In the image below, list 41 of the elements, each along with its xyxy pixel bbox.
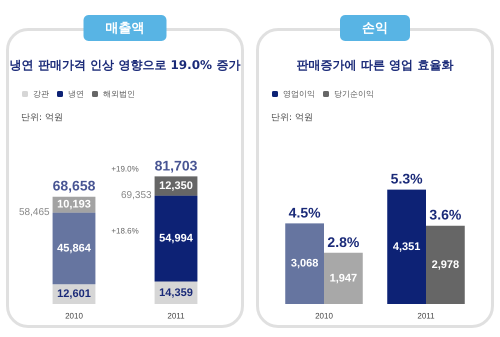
legend-label: 영업이익	[283, 90, 315, 98]
x-tick-label: 2010	[315, 312, 334, 320]
chart-title: 매출액	[84, 15, 166, 41]
total-label: 81,703	[154, 157, 198, 174]
bar	[387, 190, 426, 304]
x-tick-label: 2010	[65, 312, 84, 320]
bar	[285, 223, 324, 304]
annotation: 69,353	[120, 190, 152, 202]
annotation: 58,465	[18, 207, 50, 218]
legend-label: 해외법인	[103, 90, 135, 98]
data-label: 12,601	[57, 288, 91, 300]
data-label: 1,947	[330, 272, 358, 284]
annotation: 4.5%	[288, 204, 322, 220]
data-label: 45,864	[57, 242, 92, 254]
annotation: +18.6%	[111, 226, 139, 236]
x-tick-label: 2011	[417, 312, 436, 320]
text: 단위: 억원	[21, 112, 63, 124]
annotation: 5.3%	[390, 170, 424, 187]
data-label: 54,994	[159, 232, 194, 245]
legend-label: 강관	[33, 90, 49, 98]
chart-subtitle: 냉연 판매가격 인상 영향으로 19.0% 증가	[9, 57, 241, 74]
total-label: 68,658	[52, 178, 96, 194]
data-label: 10,193	[57, 198, 91, 211]
data-label: 3,068	[290, 258, 318, 270]
chart-title: 손익	[340, 15, 410, 41]
legend-label: 냉연	[68, 90, 84, 98]
data-label: 2,978	[432, 258, 460, 271]
data-label: 4,351	[392, 240, 420, 253]
bar	[154, 196, 198, 282]
bar	[52, 212, 96, 284]
annotation: 2.8%	[327, 234, 360, 250]
bar	[426, 226, 465, 304]
bar	[324, 252, 363, 304]
annotation: 3.6%	[429, 206, 462, 223]
text: 단위: 억원	[271, 112, 313, 124]
legend-label: 당기순이익	[334, 90, 374, 98]
data-label: 12,350	[159, 180, 193, 192]
text: +19.0%	[111, 164, 139, 174]
chart-subtitle: 판매증가에 따른 영업 효율화	[296, 57, 454, 74]
data-label: 14,359	[159, 286, 193, 299]
x-tick-label: 2011	[167, 312, 186, 320]
